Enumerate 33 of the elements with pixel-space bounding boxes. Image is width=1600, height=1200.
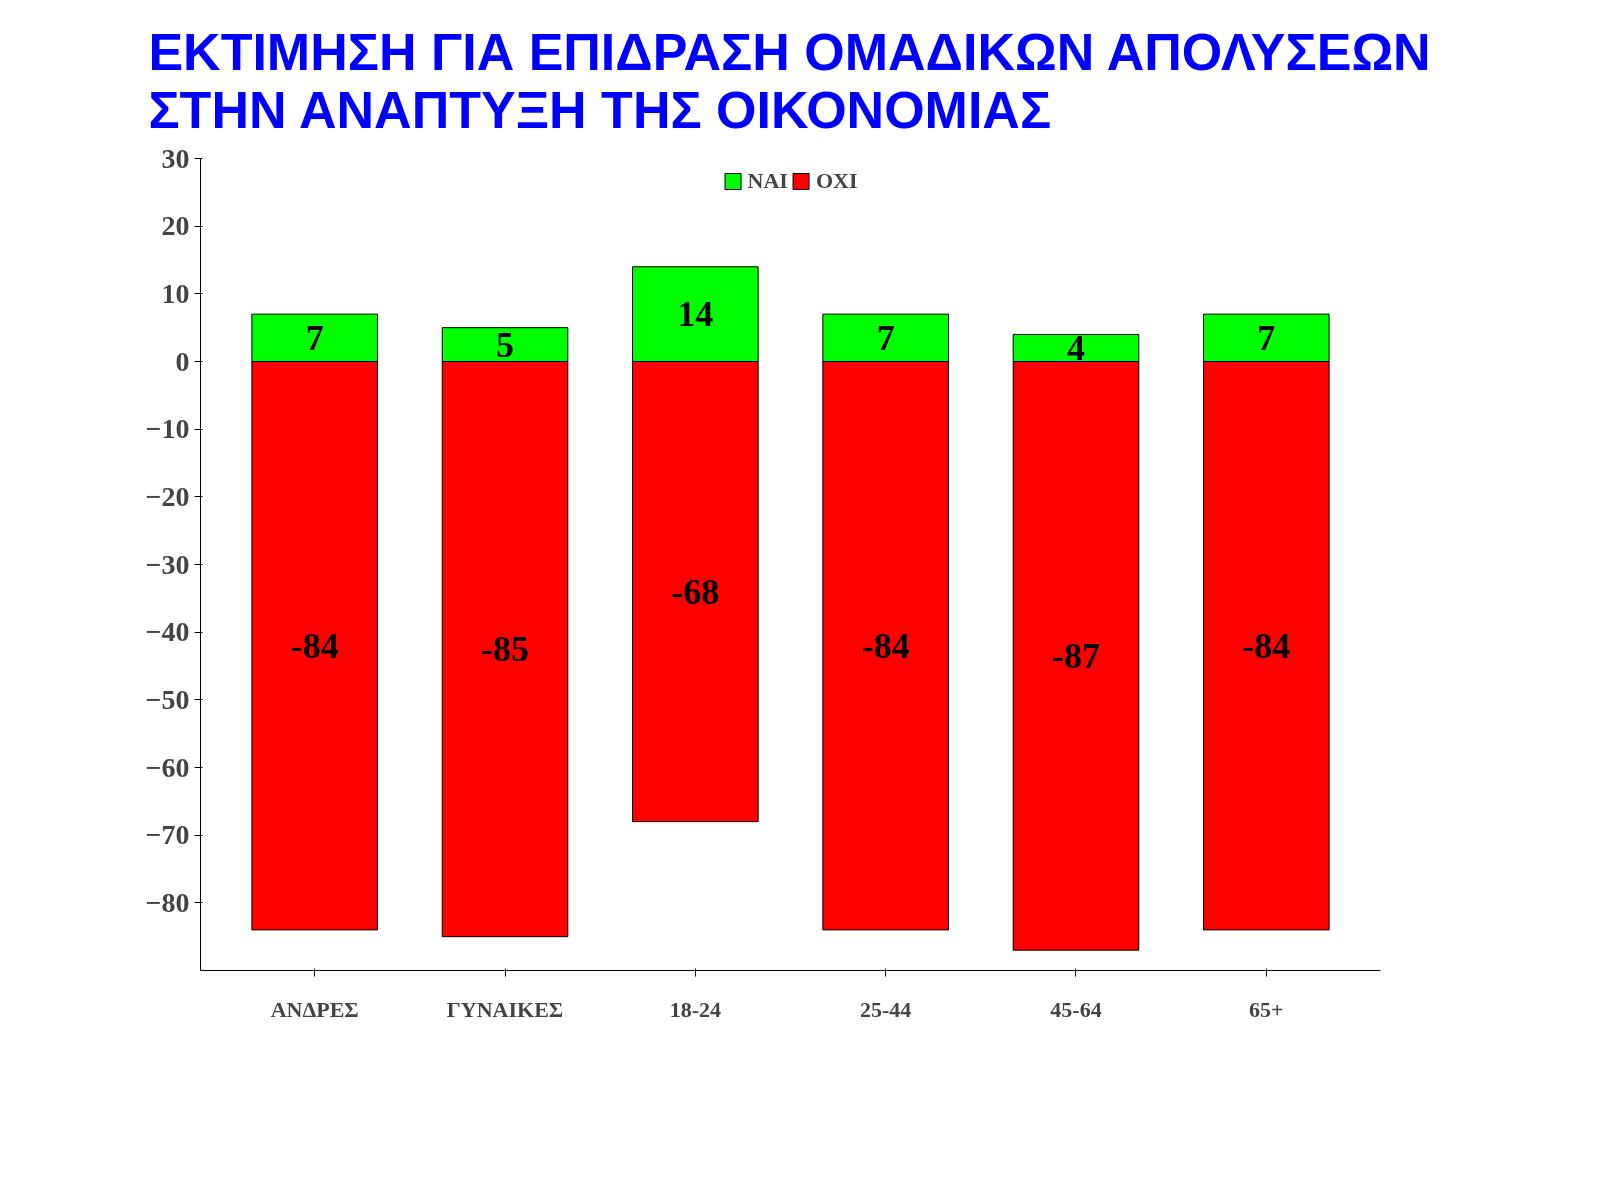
y-tick-label: 30 (161, 142, 190, 174)
y-tick-label: 0 (175, 345, 190, 377)
y-tick-label: −10 (145, 413, 190, 445)
y-tick-label: −80 (145, 886, 190, 918)
chart-title: ΕΚΤΙΜΗΣΗ ΓΙΑ ΕΠΙΔΡΑΣΗ ΟΜΑΔΙΚΩΝ ΑΠΟΛΥΣΕΩΝ ΣΤΗΝ ΑΝΑΠΤΥΞΗ ΤΗΣ ΟΙΚΟΝΟΜΙΑΣ (148, 22, 1431, 139)
y-tick-label: −40 (145, 616, 190, 648)
y-tick-label: 20 (161, 210, 190, 242)
legend-label: ΟΧΙ (815, 168, 858, 194)
y-tick-label: 10 (161, 277, 190, 309)
data-label: 5 (496, 324, 515, 365)
x-tick-label: ΑΝΔΡΕΣ (270, 996, 359, 1022)
data-label: -84 (861, 625, 910, 666)
data-label: 7 (1257, 317, 1276, 358)
data-label: -84 (290, 625, 339, 666)
legend-label: ΝΑΙ (747, 168, 788, 194)
y-tick-label: −70 (145, 819, 190, 851)
y-tick-label: −20 (145, 480, 190, 512)
data-label: -68 (671, 571, 720, 612)
y-tick-label: −60 (145, 751, 190, 783)
x-tick-label: 18-24 (669, 996, 721, 1022)
data-label: -87 (1051, 635, 1100, 676)
x-tick-label: ΓΥΝΑΙΚΕΣ (446, 996, 564, 1022)
data-label: 7 (305, 317, 324, 358)
x-tick-label: 25-44 (860, 996, 912, 1022)
y-tick-label: −50 (145, 683, 190, 715)
x-tick-label: 45-64 (1050, 996, 1102, 1022)
data-label: -85 (481, 629, 530, 670)
data-label: -84 (1242, 625, 1291, 666)
data-label: 14 (677, 294, 714, 335)
y-tick-label: −30 (145, 548, 190, 580)
x-tick-label: 65+ (1249, 996, 1284, 1022)
data-label: 7 (876, 317, 895, 358)
data-label: 4 (1066, 327, 1085, 368)
